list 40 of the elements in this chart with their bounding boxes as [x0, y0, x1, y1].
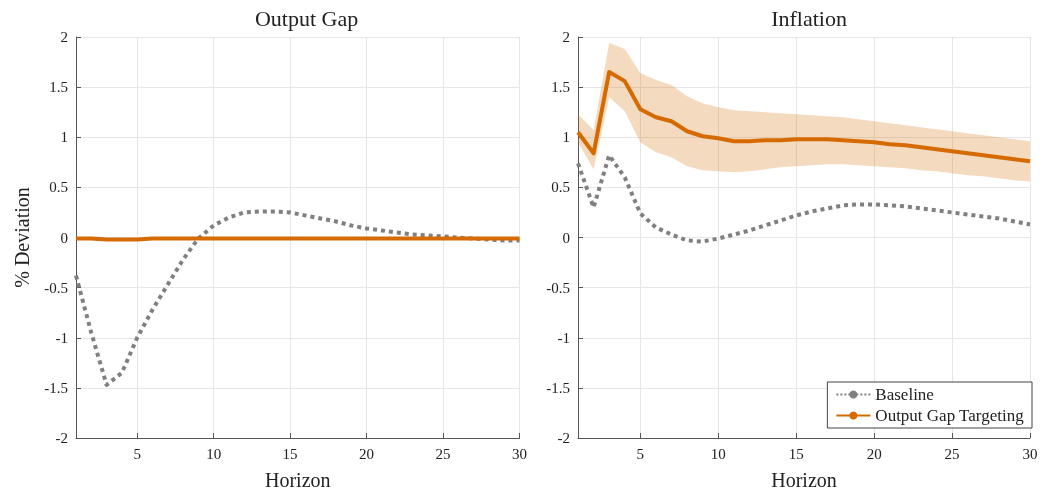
- y-tick-label: -1: [557, 329, 570, 346]
- x-tick-label: 20: [866, 445, 882, 462]
- chart-title: Output Gap: [254, 5, 359, 31]
- line-series: [74, 209, 522, 387]
- chart-title: Inflation: [771, 5, 847, 31]
- x-tick-label: 30: [1022, 445, 1038, 462]
- x-tick-label: 25: [435, 445, 451, 462]
- x-axis-title: Horizon: [264, 469, 331, 491]
- y-tick-label: 0: [60, 229, 68, 246]
- y-tick-label: -2: [55, 430, 68, 446]
- line-series: [576, 70, 1032, 164]
- x-axis-title: Horizon: [771, 469, 837, 491]
- line-series: [576, 153, 1032, 244]
- x-tick-label: 25: [944, 445, 960, 462]
- y-tick-label: -0.5: [546, 279, 570, 296]
- y-tick-label: 1: [562, 129, 570, 146]
- y-tick-label: 0.5: [49, 179, 68, 196]
- legend-label: Baseline: [875, 385, 934, 404]
- y-tick-label: -1.5: [546, 379, 570, 396]
- y-tick-label: -1: [55, 329, 68, 346]
- x-tick-label: 5: [636, 445, 645, 462]
- y-tick-label: 1: [60, 129, 68, 146]
- y-tick-label: 2: [562, 29, 570, 45]
- x-tick-label: 10: [710, 445, 726, 462]
- x-tick-label: 15: [788, 445, 804, 462]
- y-tick-label: -0.5: [44, 279, 68, 296]
- y-tick-label: 1.5: [551, 79, 570, 96]
- y-tick-label: 0.5: [551, 179, 570, 196]
- y-tick-label: 0: [562, 229, 570, 246]
- y-tick-label: 2: [60, 29, 68, 45]
- x-tick-label: 15: [282, 445, 298, 462]
- x-tick-label: 10: [206, 445, 222, 462]
- x-tick-label: 30: [512, 445, 527, 462]
- y-axis-title: % Deviation: [11, 187, 33, 288]
- y-tick-label: 1.5: [49, 79, 68, 96]
- x-tick-label: 5: [133, 445, 141, 462]
- x-tick-label: 20: [359, 445, 375, 462]
- y-tick-label: -1.5: [44, 379, 68, 396]
- y-tick-label: -2: [557, 430, 570, 446]
- legend-label: Output Gap Targeting: [875, 406, 1025, 425]
